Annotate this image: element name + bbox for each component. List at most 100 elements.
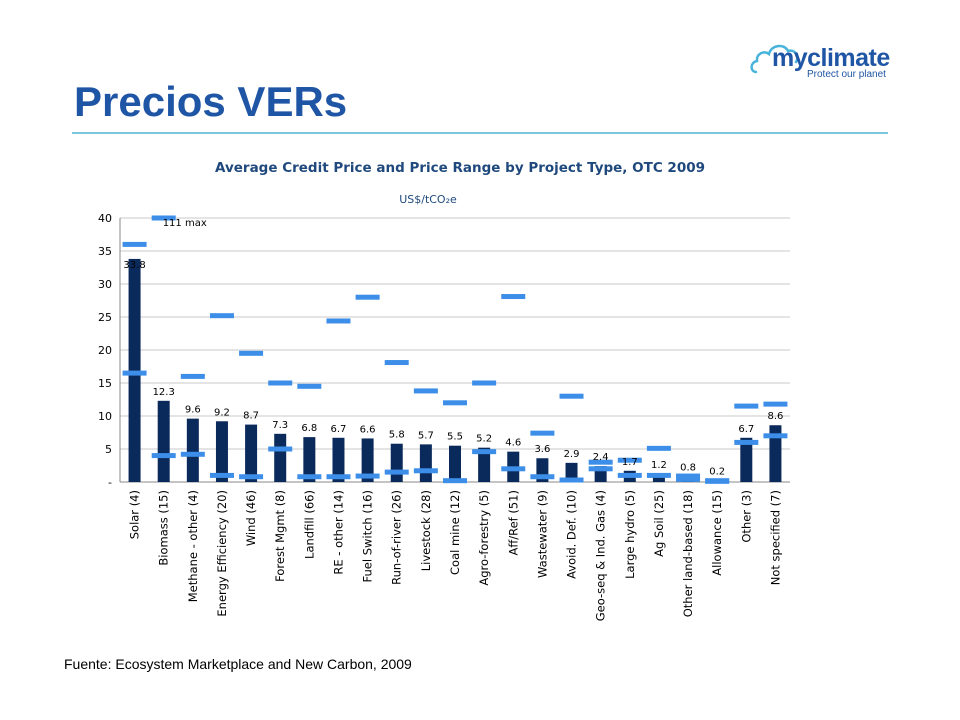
category-label: Allowance (15) [710, 490, 724, 576]
range-max-marker [209, 313, 234, 319]
value-label: 8.6 [767, 411, 783, 422]
value-label: 5.2 [476, 434, 492, 445]
range-min-marker [530, 474, 555, 480]
range-max-marker [122, 241, 147, 247]
range-min-marker [501, 466, 526, 472]
category-label: Other (3) [739, 490, 753, 543]
y-tick-label: 15 [98, 377, 112, 390]
range-min-marker [559, 477, 584, 483]
y-tick-label: - [108, 476, 112, 489]
value-label: 9.2 [214, 407, 230, 418]
range-min-marker [472, 449, 497, 455]
slide-title: Precios VERs [74, 78, 348, 125]
range-min-marker [151, 453, 176, 459]
bar [740, 437, 753, 482]
range-min-marker [297, 474, 322, 480]
bar [565, 462, 578, 482]
range-min-marker [355, 473, 380, 479]
value-label: 3.6 [534, 444, 550, 455]
value-label: 5.7 [418, 430, 434, 441]
range-min-marker [268, 446, 293, 452]
range-min-marker [122, 370, 147, 376]
y-tick-label: 40 [98, 212, 112, 225]
category-label: Energy Efficiency (20) [215, 490, 229, 617]
category-label: Fuel Switch (16) [361, 490, 375, 582]
value-label: 33.8 [123, 260, 145, 271]
range-min-marker [763, 433, 788, 439]
bar [186, 418, 199, 482]
category-label: Large hydro (5) [623, 490, 637, 579]
category-label: Geo-seq & Ind. Gas (4) [594, 490, 608, 621]
category-label: Agro-forestry (5) [477, 490, 491, 586]
value-label: 1.7 [622, 457, 638, 468]
value-label: 8.7 [243, 411, 259, 422]
range-min-marker [384, 469, 409, 475]
bar [245, 424, 258, 482]
range-max-marker [326, 318, 351, 324]
range-max-marker [617, 457, 642, 463]
cloud-icon [750, 44, 799, 74]
range-max-marker [763, 401, 788, 407]
range-max-marker [384, 360, 409, 366]
range-max-marker [501, 294, 526, 300]
category-label: Ag Soil (25) [652, 490, 666, 557]
y-tick-label: 10 [98, 410, 112, 423]
range-max-marker [151, 215, 176, 221]
logo-wordmark: myclimate [772, 44, 890, 72]
category-labels: Solar (4) Biomass (15) Methane - other (4)… [128, 490, 783, 621]
value-label: 2.9 [564, 449, 580, 460]
range-min-marker [646, 472, 671, 478]
category-label: Methane - other (4) [186, 490, 200, 602]
category-label: Run-of-river (26) [390, 490, 404, 585]
bar [449, 445, 461, 482]
range-max-marker [355, 294, 380, 300]
source-note: Fuente: Ecosystem Marketplace and New Ca… [64, 656, 412, 672]
range-min-marker [326, 474, 351, 480]
bar [390, 443, 403, 482]
value-label: 1.2 [651, 460, 667, 471]
value-label: 6.8 [301, 423, 317, 434]
value-label: 5.8 [389, 430, 405, 441]
bar [215, 421, 228, 482]
range-max-marker [443, 400, 467, 406]
myclimate-logo: myclimate Protect our planet [750, 34, 900, 84]
value-labels: 33.8 12.3 9.6 9.2 8.7 7.3 6.8 6.7 6.6 5.8 5.7 5.5 5.… [123, 218, 783, 478]
range-max-marker [239, 350, 264, 356]
cloud-outline [750, 44, 799, 74]
category-label: RE - other (14) [331, 490, 345, 575]
bar [303, 437, 316, 482]
price-range-markers [122, 215, 788, 484]
category-label: Wastewater (9) [535, 490, 549, 578]
category-label: Aff/Ref (51) [506, 490, 520, 556]
bar [478, 447, 491, 482]
category-label: Livestock (28) [419, 490, 433, 571]
range-max-marker [268, 380, 293, 386]
range-max-marker [646, 445, 671, 451]
gridlines [120, 217, 790, 450]
value-label: 0.2 [709, 467, 725, 478]
chart-title: Average Credit Price and Price Range by … [215, 160, 705, 176]
category-label: Forest Mgmt (8) [273, 490, 287, 582]
bar [274, 433, 287, 482]
category-label: Wind (46) [244, 490, 258, 546]
range-min-marker [617, 472, 642, 478]
category-label: Avoid. Def. (10) [565, 490, 579, 579]
range-min-marker [443, 478, 467, 484]
range-max-marker [530, 430, 555, 436]
category-label: Solar (4) [128, 490, 142, 539]
max-annotation: 111 max [163, 218, 207, 229]
range-min-marker [734, 439, 759, 445]
y-tick-label: 25 [98, 311, 112, 324]
range-max-marker [559, 393, 584, 399]
bar [157, 400, 170, 482]
category-label: Not specified (7) [768, 490, 782, 585]
range-max-marker [676, 473, 701, 479]
range-max-marker [472, 380, 497, 386]
category-label: Landfill (66) [302, 490, 316, 559]
category-label: Biomass (15) [157, 490, 171, 566]
value-label: 5.5 [447, 432, 463, 443]
value-label: 6.7 [738, 424, 754, 435]
y-tick-label: 30 [98, 278, 112, 291]
title-divider [72, 132, 888, 134]
